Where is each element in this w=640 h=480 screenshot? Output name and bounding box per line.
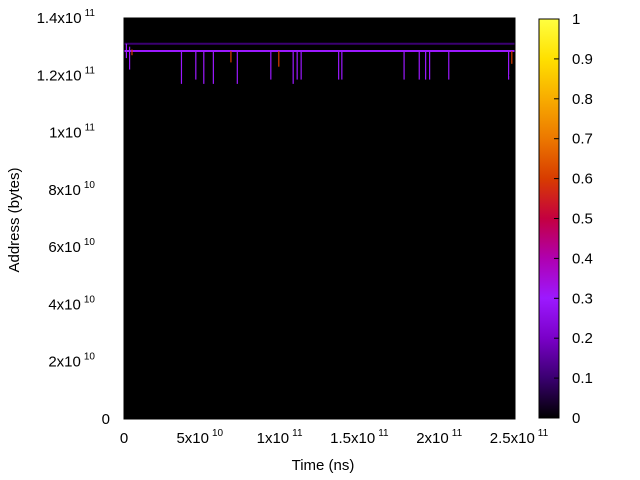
colorbar-tick-label-3: 0.3 bbox=[572, 290, 593, 307]
colorbar-tick-label-1: 0.1 bbox=[572, 370, 593, 387]
colorbar-tick-label-2: 0.2 bbox=[572, 330, 593, 347]
colorbar-tick-label-6: 0.6 bbox=[572, 171, 593, 188]
y-axis-ticks: 0 2x10 10 4x10 10 6x10 10 8x10 10 1x10 11 1.2x10 11 1… bbox=[37, 8, 515, 428]
data-spikes bbox=[125, 43, 513, 84]
colorbar-tick-label-5: 0.5 bbox=[572, 211, 593, 228]
data-bands bbox=[124, 42, 515, 52]
x-tick-label-5: 2.5x10 11 bbox=[490, 428, 549, 447]
y-tick-label-1: 2x10 10 bbox=[48, 352, 95, 371]
colorbar-tick-label-8: 0.8 bbox=[572, 91, 593, 108]
x-tick-label-2: 1x10 11 bbox=[257, 428, 303, 447]
x-tick-label-3: 1.5x10 11 bbox=[330, 428, 389, 447]
x-axis-ticks: 0 5x10 10 1x10 11 1.5x10 11 2x10 11 2.5x10 11 bbox=[120, 18, 549, 447]
y-tick-label-7: 1.4x10 11 bbox=[37, 8, 96, 27]
colorbar-tick-label-0: 0 bbox=[572, 410, 580, 427]
colorbar-tick-label-10: 1 bbox=[572, 11, 580, 28]
y-tick-label-0: 0 bbox=[102, 411, 110, 428]
y-axis-label: Address (bytes) bbox=[6, 167, 23, 272]
x-tick-label-1: 5x10 10 bbox=[176, 428, 223, 447]
plot-background bbox=[124, 18, 515, 419]
x-tick-label-0: 0 bbox=[120, 430, 128, 447]
colorbar-tick-label-4: 0.4 bbox=[572, 250, 593, 267]
y-tick-label-5: 1x10 11 bbox=[49, 123, 95, 142]
y-tick-label-2: 4x10 10 bbox=[48, 294, 95, 313]
plot-frame bbox=[123, 17, 516, 420]
colorbar-tick-label-7: 0.7 bbox=[572, 131, 593, 148]
y-tick-label-6: 1.2x10 11 bbox=[37, 65, 96, 84]
colorbar-ticks: 0 0.1 0.2 0.3 0.4 0.5 0.6 0.7 0.8 0.9 1 bbox=[554, 11, 593, 427]
x-tick-label-4: 2x10 11 bbox=[416, 428, 462, 447]
y-tick-label-4: 8x10 10 bbox=[48, 180, 95, 199]
x-axis-label: Time (ns) bbox=[292, 457, 355, 474]
colorbar-tick-label-9: 0.9 bbox=[572, 51, 593, 68]
y-tick-label-3: 6x10 10 bbox=[48, 237, 95, 256]
